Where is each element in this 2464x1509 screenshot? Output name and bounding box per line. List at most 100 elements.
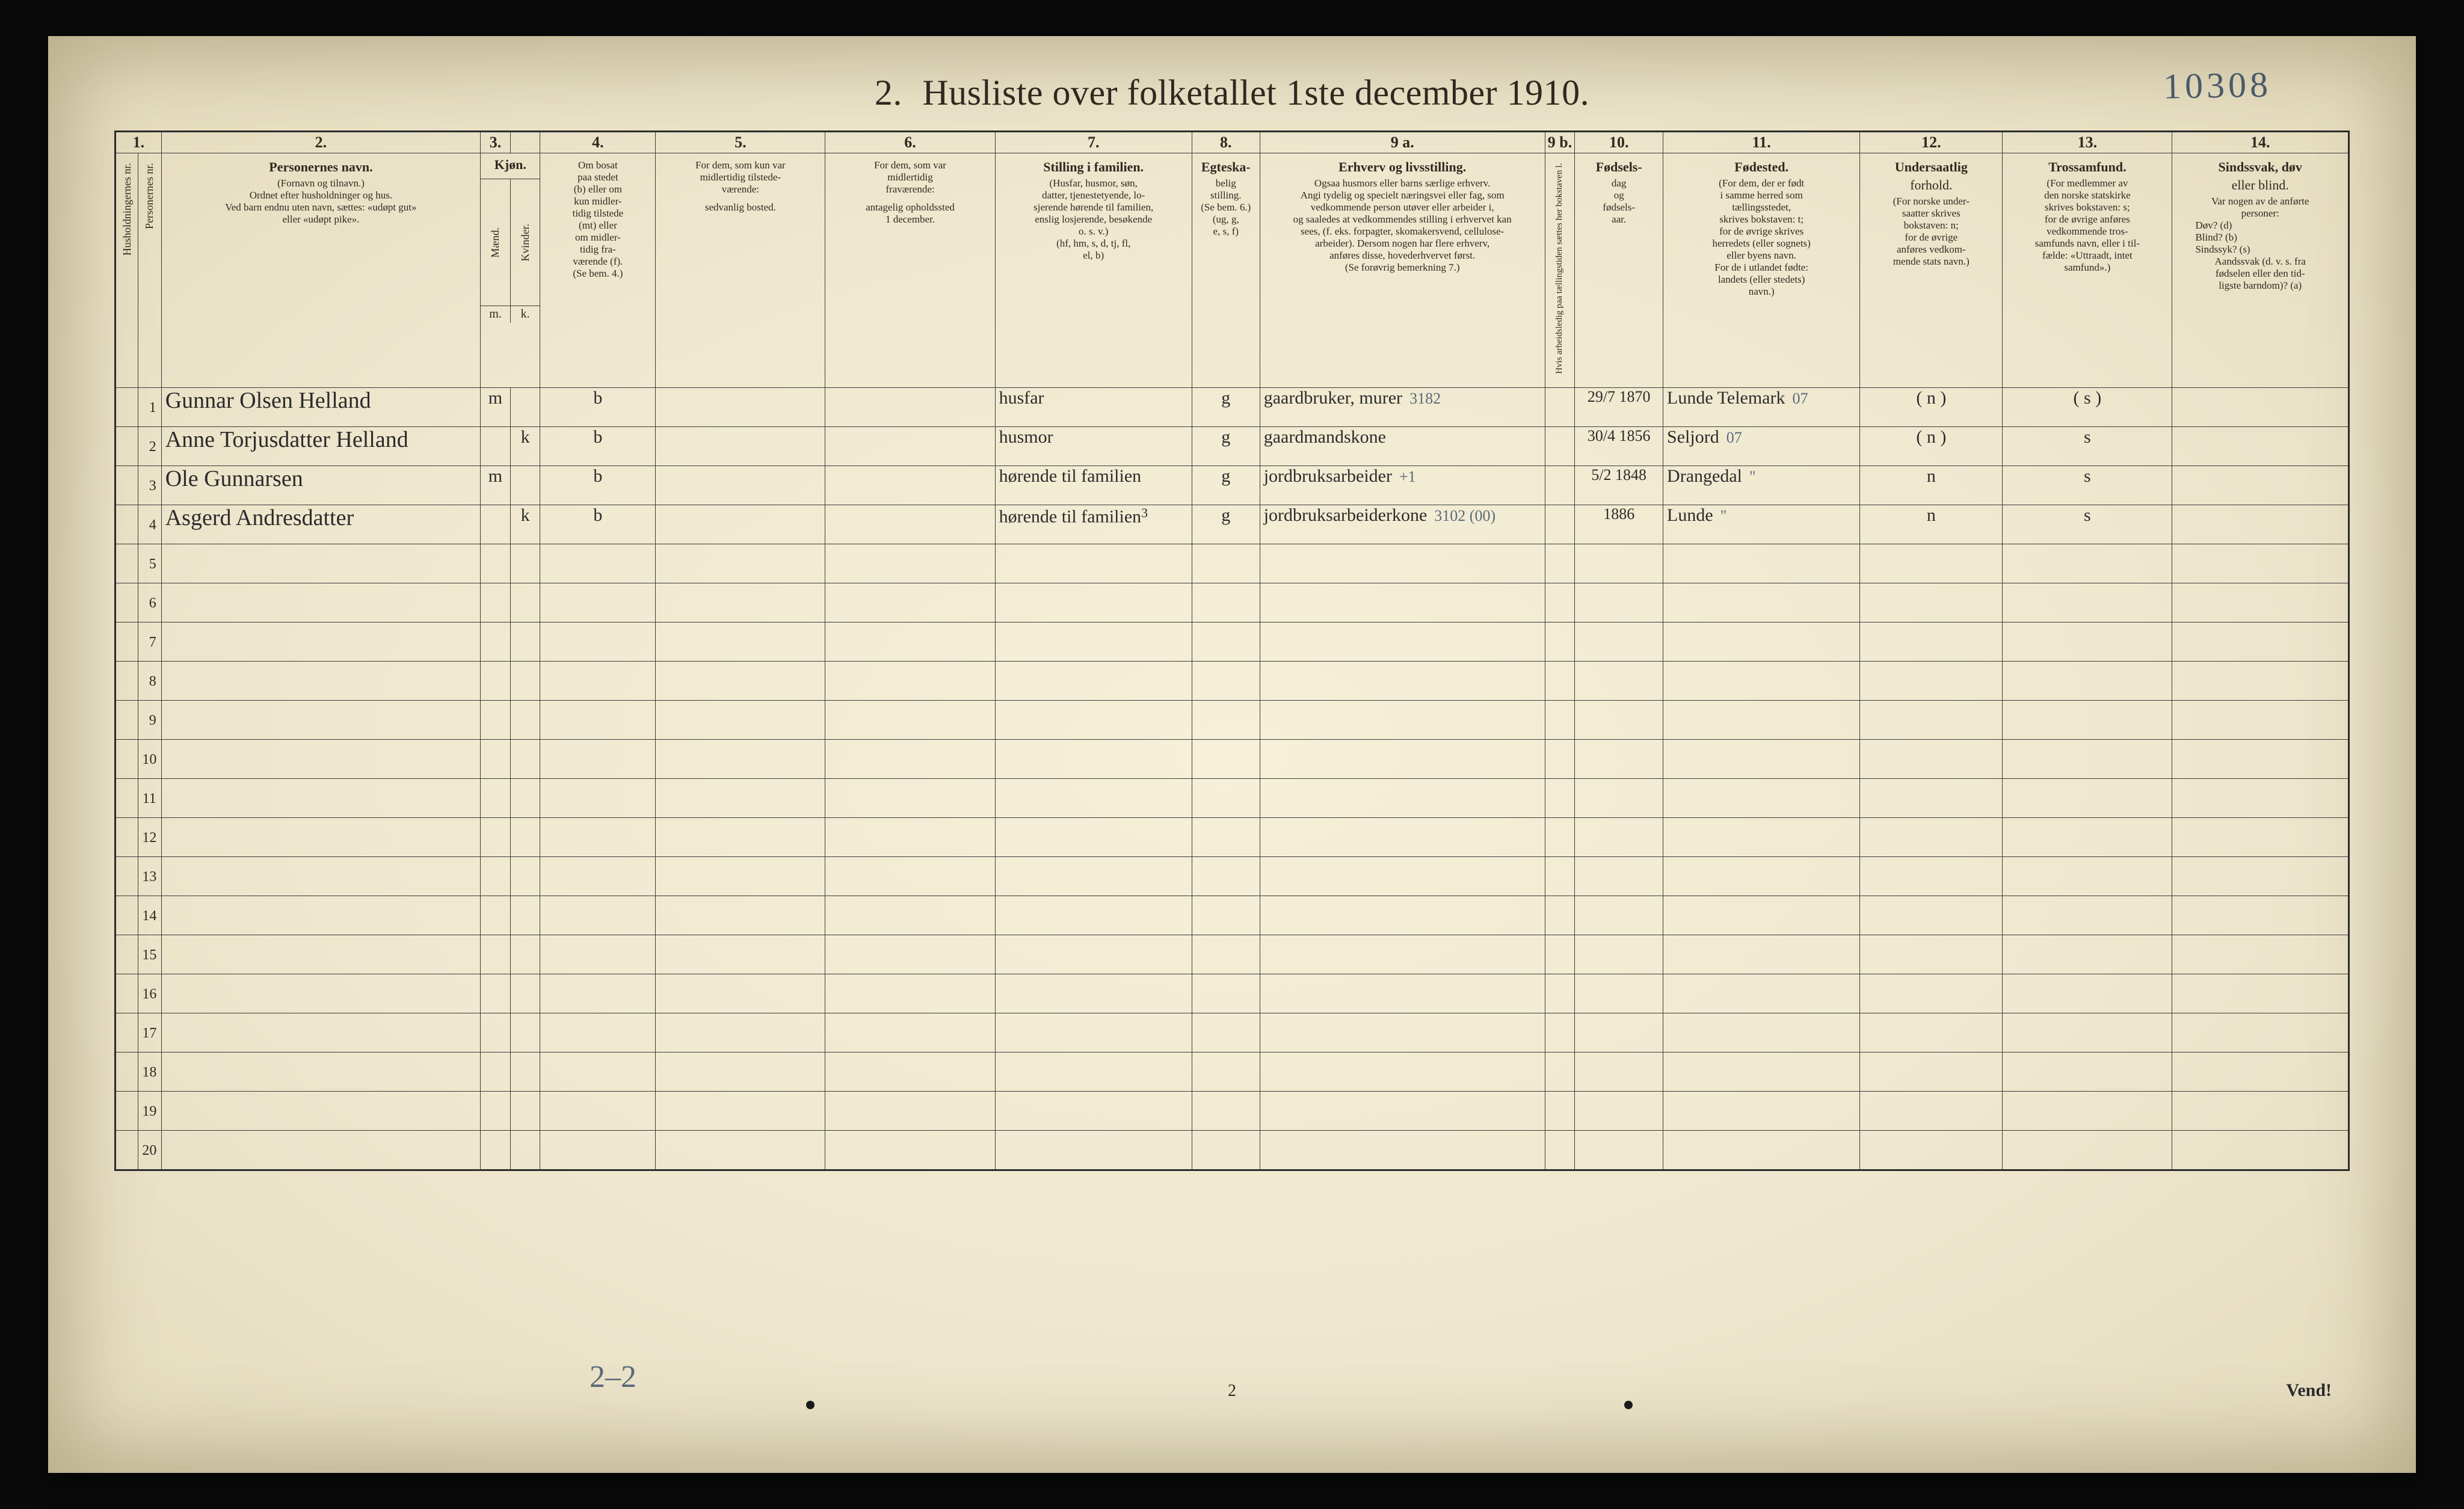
undersaatlig-cell — [1860, 1013, 2003, 1053]
sindssvak-cell — [2172, 1092, 2349, 1131]
undersaatlig-cell — [1860, 974, 2003, 1013]
fodested-cell — [1663, 779, 1860, 818]
undersaatlig-cell — [1860, 544, 2003, 583]
arbeidsledig-cell — [1545, 701, 1575, 740]
erhverv-cell — [1260, 1013, 1545, 1053]
stilling-cell: husfar — [995, 388, 1192, 427]
egteskab-cell — [1192, 779, 1260, 818]
egteskab-cell — [1192, 1131, 1260, 1170]
fodselsdag-cell — [1575, 1013, 1663, 1053]
col5-midlertidig-tilstede-header: For dem, som kun var midlertidig tilsted… — [656, 153, 825, 388]
fodested-cell — [1663, 818, 1860, 857]
sindssvak-cell — [2172, 466, 2349, 505]
table-row: 12 — [116, 818, 2349, 857]
colnum-6: 6. — [825, 132, 995, 153]
navn-cell — [161, 1131, 480, 1170]
husholdning-nr-cell — [116, 544, 138, 583]
fodselsdag-cell — [1575, 896, 1663, 935]
sindssvak-cell — [2172, 896, 2349, 935]
midlertidig-fravaerende-cell — [825, 505, 995, 544]
midlertidig-fravaerende-cell — [825, 583, 995, 622]
stilling-cell — [995, 1092, 1192, 1131]
arbeidsledig-cell — [1545, 388, 1575, 427]
sindssvak-cell — [2172, 544, 2349, 583]
stilling-cell — [995, 857, 1192, 896]
egteskab-cell — [1192, 1092, 1260, 1131]
trossamfund-cell — [2003, 622, 2172, 662]
kjon-m-cell — [481, 701, 511, 740]
fodselsdag-cell — [1575, 1053, 1663, 1092]
husholdning-nr-cell — [116, 779, 138, 818]
kjon-k-cell — [510, 701, 540, 740]
sindssvak-cell — [2172, 779, 2349, 818]
midlertidig-tilstede-cell — [656, 779, 825, 818]
table-row: 3Ole Gunnarsenmbhørende til familiengjor… — [116, 466, 2349, 505]
kjon-m-cell — [481, 544, 511, 583]
fodselsdag-cell: 5/2 1848 — [1575, 466, 1663, 505]
erhverv-cell — [1260, 662, 1545, 701]
person-nr-cell: 2 — [138, 427, 161, 466]
column-number-row: 1. 2. 3. 4. 5. 6. 7. 8. 9 a. 9 b. 10. 11… — [116, 132, 2349, 153]
midlertidig-fravaerende-cell — [825, 622, 995, 662]
person-nr-cell: 15 — [138, 935, 161, 974]
turn-over-label: Vend! — [2286, 1380, 2332, 1401]
navn-cell — [161, 779, 480, 818]
colnum-13: 13. — [2003, 132, 2172, 153]
navn-cell — [161, 935, 480, 974]
page-title: 2. Husliste over folketallet 1ste decemb… — [114, 72, 2350, 114]
husholdning-nr-cell — [116, 935, 138, 974]
kjon-m-cell: m — [481, 466, 511, 505]
fodested-cell — [1663, 544, 1860, 583]
title-section-number: 2. — [875, 73, 902, 112]
kjon-k-cell — [510, 857, 540, 896]
midlertidig-tilstede-cell — [656, 740, 825, 779]
arbeidsledig-cell — [1545, 662, 1575, 701]
egteskab-cell — [1192, 544, 1260, 583]
undersaatlig-cell: n — [1860, 466, 2003, 505]
sindssvak-cell — [2172, 1053, 2349, 1092]
egteskab-cell — [1192, 583, 1260, 622]
fodselsdag-cell — [1575, 701, 1663, 740]
person-nr-cell: 3 — [138, 466, 161, 505]
person-nr-cell: 9 — [138, 701, 161, 740]
husholdning-nr-cell — [116, 740, 138, 779]
navn-cell — [161, 857, 480, 896]
erhverv-cell: jordbruksarbeiderkone 3102 (00) — [1260, 505, 1545, 544]
navn-cell — [161, 583, 480, 622]
ink-dot — [1624, 1401, 1633, 1409]
kjon-k-cell — [510, 1013, 540, 1053]
arbeidsledig-cell — [1545, 427, 1575, 466]
husholdning-nr-cell — [116, 701, 138, 740]
navn-cell — [161, 974, 480, 1013]
navn-cell — [161, 896, 480, 935]
erhverv-cell — [1260, 935, 1545, 974]
midlertidig-fravaerende-cell — [825, 1092, 995, 1131]
table-row: 10 — [116, 740, 2349, 779]
navn-cell — [161, 1013, 480, 1053]
kjon-k-cell — [510, 1092, 540, 1131]
stilling-cell — [995, 544, 1192, 583]
undersaatlig-cell — [1860, 622, 2003, 662]
arbeidsledig-cell — [1545, 974, 1575, 1013]
col9b-arbeidsledig-header: Hvis arbeidsledig paa tællingstiden sætt… — [1545, 153, 1575, 388]
arbeidsledig-cell — [1545, 857, 1575, 896]
sindssvak-cell — [2172, 1131, 2349, 1170]
kjon-m-cell — [481, 1092, 511, 1131]
colnum-9b: 9 b. — [1545, 132, 1575, 153]
egteskab-cell — [1192, 857, 1260, 896]
bosat-cell — [540, 1131, 656, 1170]
midlertidig-tilstede-cell — [656, 583, 825, 622]
kjon-k-cell — [510, 818, 540, 857]
kjon-m-cell — [481, 1013, 511, 1053]
sindssvak-cell — [2172, 388, 2349, 427]
person-nr-cell: 14 — [138, 896, 161, 935]
trossamfund-cell — [2003, 935, 2172, 974]
fodselsdag-cell — [1575, 1131, 1663, 1170]
midlertidig-tilstede-cell — [656, 427, 825, 466]
undersaatlig-cell — [1860, 779, 2003, 818]
arbeidsledig-cell — [1545, 466, 1575, 505]
arbeidsledig-cell — [1545, 1053, 1575, 1092]
col1-person-nr: Personernes nr. — [138, 153, 161, 388]
person-nr-cell: 1 — [138, 388, 161, 427]
stilling-cell — [995, 818, 1192, 857]
